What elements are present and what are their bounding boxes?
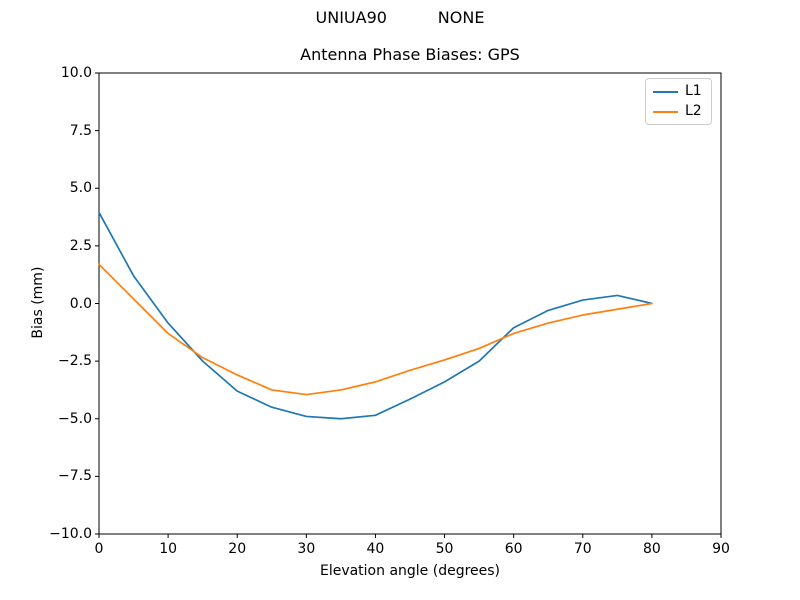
x-tick-label: 40 (366, 541, 385, 557)
legend-label-l1: L1 (685, 83, 702, 99)
y-tick-label: −7.5 (58, 468, 92, 485)
y-tick-label: −10.0 (49, 526, 92, 542)
x-tick-label: 80 (642, 541, 661, 557)
y-tick-label: −5.0 (58, 410, 92, 427)
legend-item-l2: L2 (653, 104, 702, 119)
x-tick-label: 0 (94, 541, 104, 557)
legend-line-sample-l1 (653, 90, 678, 93)
x-tick-label: 90 (712, 541, 730, 557)
y-tick-label: 5.0 (69, 180, 92, 197)
figure-title: UNIUA90 NONE (315, 8, 485, 27)
x-tick-label: 50 (435, 541, 454, 557)
x-tick-label: 30 (297, 541, 316, 557)
y-tick-label: 10.0 (60, 65, 92, 81)
y-axis-label: Bias (mm) (30, 266, 46, 339)
legend: L1 L2 (645, 78, 712, 125)
y-tick-label: 0.0 (69, 295, 92, 312)
legend-item-l1: L1 (653, 84, 702, 99)
series-line-L2 (98, 263, 653, 396)
legend-label-l2: L2 (685, 103, 702, 119)
legend-line-sample-l2 (653, 110, 678, 113)
x-tick-label: 10 (159, 541, 178, 557)
x-tick-label: 20 (228, 541, 247, 557)
y-tick-label: −2.5 (58, 353, 92, 370)
axes-spines (98, 72, 722, 535)
x-tick-label: 60 (504, 541, 523, 557)
y-tick-label: 7.5 (69, 122, 92, 139)
series-line-L1 (98, 211, 653, 420)
x-axis-label: Elevation angle (degrees) (319, 563, 501, 579)
x-tick-label: 70 (573, 541, 592, 557)
chart-title: Antenna Phase Biases: GPS (300, 45, 520, 64)
y-tick-label: 2.5 (69, 237, 92, 254)
